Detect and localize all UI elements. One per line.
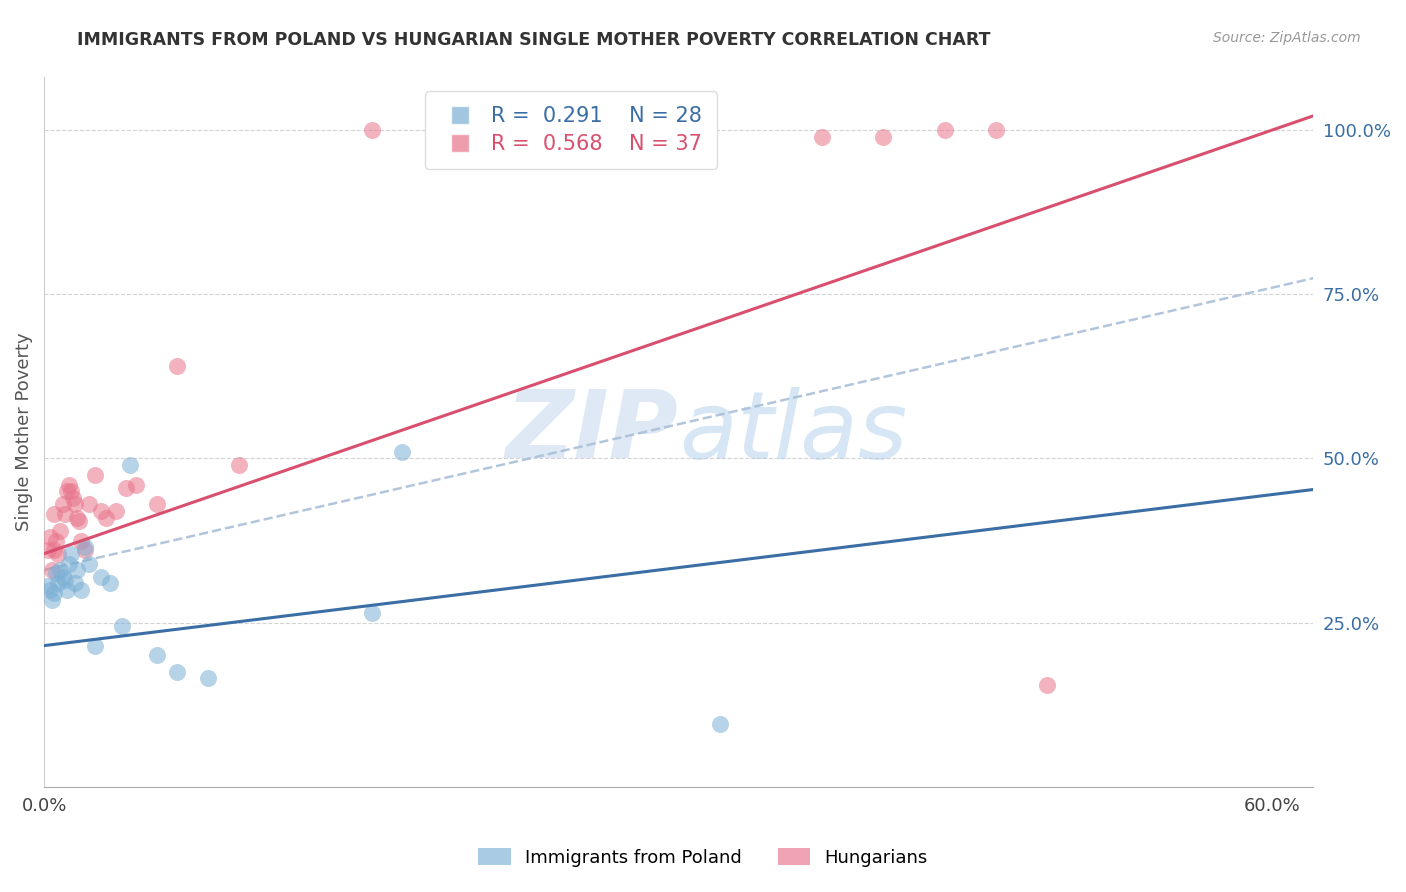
Point	[360, 123, 382, 137]
Point	[77, 557, 100, 571]
Point	[125, 477, 148, 491]
Point	[39, 530, 62, 544]
Text: ZIP: ZIP	[506, 386, 679, 478]
Point	[45, 533, 67, 548]
Point	[90, 504, 112, 518]
Point	[53, 508, 76, 522]
Point	[84, 639, 107, 653]
Y-axis label: Single Mother Poverty: Single Mother Poverty	[15, 333, 32, 532]
Point	[66, 510, 89, 524]
Point	[49, 563, 72, 577]
Point	[934, 123, 956, 137]
Point	[58, 477, 80, 491]
Point	[63, 576, 86, 591]
Point	[391, 445, 413, 459]
Point	[48, 547, 70, 561]
Point	[44, 543, 66, 558]
Point	[872, 129, 894, 144]
Point	[503, 123, 526, 137]
Text: Source: ZipAtlas.com: Source: ZipAtlas.com	[1213, 31, 1361, 45]
Point	[44, 586, 66, 600]
Point	[41, 563, 63, 577]
Point	[709, 717, 731, 731]
Point	[67, 514, 90, 528]
Point	[37, 543, 59, 558]
Point	[104, 504, 127, 518]
Point	[98, 576, 121, 591]
Point	[37, 580, 59, 594]
Point	[111, 619, 134, 633]
Point	[63, 497, 86, 511]
Point	[62, 491, 84, 505]
Point	[811, 129, 834, 144]
Point	[166, 359, 188, 374]
Point	[84, 467, 107, 482]
Point	[77, 497, 100, 511]
Text: atlas: atlas	[679, 386, 907, 477]
Point	[145, 497, 167, 511]
Point	[360, 606, 382, 620]
Point	[51, 569, 73, 583]
Point	[53, 573, 76, 587]
Point	[70, 533, 93, 548]
Point	[51, 497, 73, 511]
Point	[55, 582, 77, 597]
Point	[145, 648, 167, 663]
Point	[115, 481, 138, 495]
Point	[70, 582, 93, 597]
Point	[66, 563, 89, 577]
Point	[48, 576, 70, 591]
Point	[90, 569, 112, 583]
Point	[58, 557, 80, 571]
Legend: R =  0.291    N = 28, R =  0.568    N = 37: R = 0.291 N = 28, R = 0.568 N = 37	[425, 91, 717, 169]
Point	[197, 672, 219, 686]
Point	[49, 524, 72, 538]
Legend: Immigrants from Poland, Hungarians: Immigrants from Poland, Hungarians	[471, 841, 935, 874]
Point	[228, 458, 250, 472]
Point	[39, 582, 62, 597]
Point	[44, 508, 66, 522]
Point	[94, 510, 117, 524]
Point	[120, 458, 142, 472]
Point	[1036, 678, 1059, 692]
Point	[45, 566, 67, 581]
Point	[59, 484, 82, 499]
Point	[524, 123, 547, 137]
Text: IMMIGRANTS FROM POLAND VS HUNGARIAN SINGLE MOTHER POVERTY CORRELATION CHART: IMMIGRANTS FROM POLAND VS HUNGARIAN SING…	[77, 31, 991, 49]
Point	[73, 540, 96, 554]
Point	[59, 547, 82, 561]
Point	[73, 543, 96, 558]
Point	[984, 123, 1007, 137]
Point	[55, 484, 77, 499]
Point	[166, 665, 188, 679]
Point	[41, 592, 63, 607]
